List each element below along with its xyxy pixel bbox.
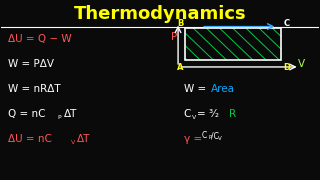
Text: B: B	[178, 19, 184, 28]
Text: ΔT: ΔT	[64, 109, 77, 119]
Text: V: V	[70, 140, 75, 145]
Text: C: C	[284, 19, 290, 28]
Text: D: D	[284, 63, 291, 72]
Text: C: C	[184, 109, 191, 119]
Text: P: P	[171, 32, 177, 42]
Bar	[185, 28, 281, 60]
Text: P: P	[208, 135, 212, 140]
Text: W = nRΔT: W = nRΔT	[8, 84, 60, 94]
Text: ΔT: ΔT	[77, 134, 90, 144]
Text: W =: W =	[184, 84, 209, 94]
Text: ΔU = nC: ΔU = nC	[8, 134, 52, 144]
Text: ΔU = Q − W: ΔU = Q − W	[8, 34, 71, 44]
Text: γ =: γ =	[184, 134, 205, 144]
Text: V: V	[192, 115, 196, 120]
Text: Q = nC: Q = nC	[8, 109, 45, 119]
Text: = ³⁄₂: = ³⁄₂	[197, 109, 220, 119]
Text: P: P	[58, 115, 61, 120]
Text: R: R	[229, 109, 236, 119]
Text: Thermodynamics: Thermodynamics	[74, 5, 246, 23]
Text: V: V	[298, 59, 305, 69]
Text: Area: Area	[211, 84, 235, 94]
Text: /C: /C	[211, 132, 219, 141]
Text: W = PΔV: W = PΔV	[8, 59, 54, 69]
Text: V: V	[218, 136, 222, 141]
Text: A: A	[178, 63, 184, 72]
Text: C: C	[202, 131, 207, 140]
